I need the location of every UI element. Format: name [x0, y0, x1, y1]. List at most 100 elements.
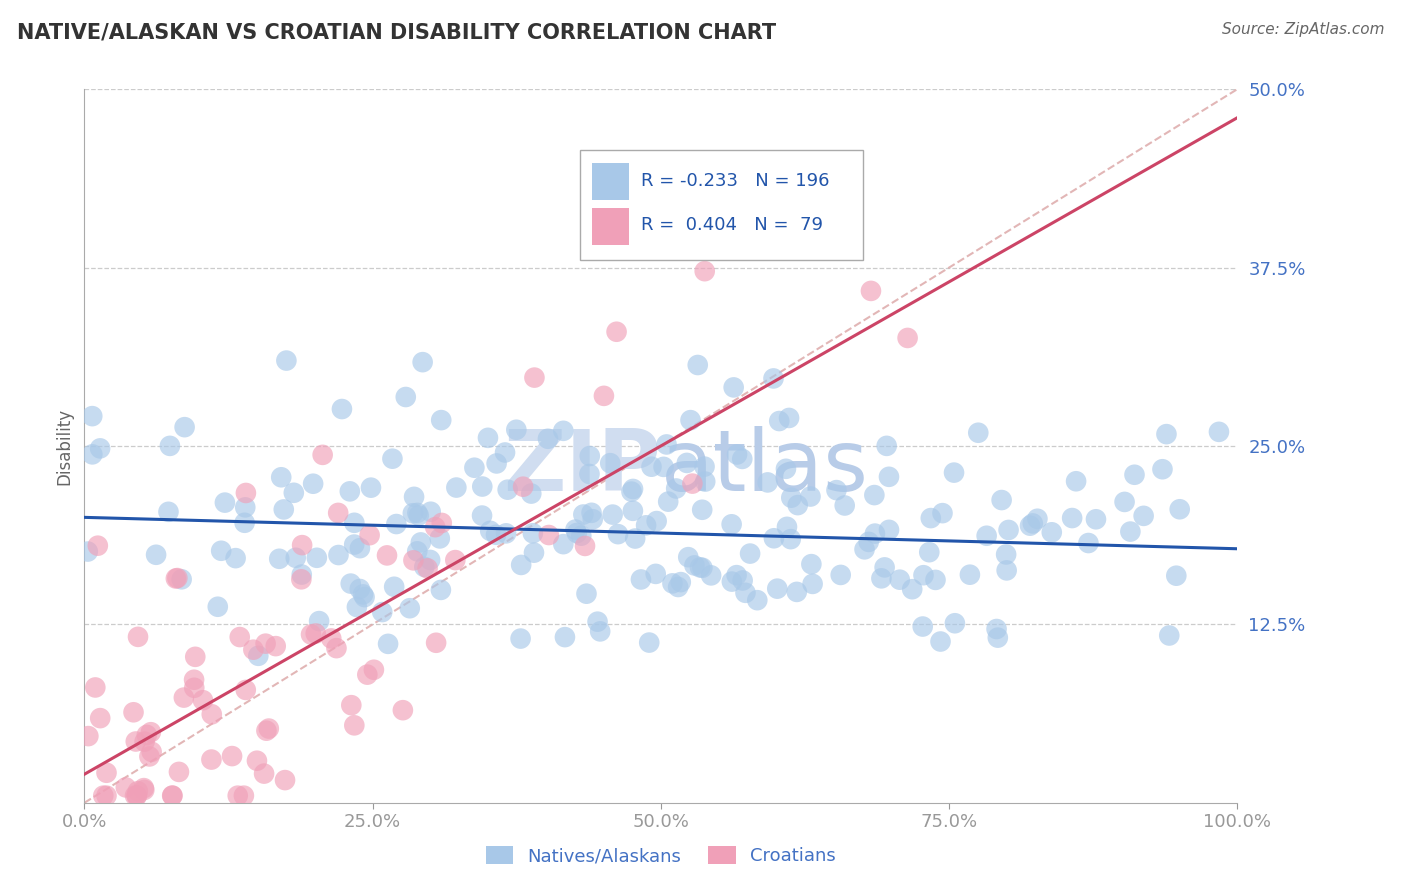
Point — [830, 568, 852, 582]
Point — [582, 512, 605, 526]
Point — [382, 580, 405, 594]
Point — [273, 502, 295, 516]
Point — [134, 734, 156, 748]
Point — [235, 682, 257, 697]
Point — [505, 423, 527, 437]
Point — [302, 476, 325, 491]
Point — [1019, 518, 1042, 533]
Point — [786, 585, 808, 599]
Point — [134, 783, 156, 797]
Point — [360, 481, 382, 495]
Point — [124, 789, 146, 803]
Point — [995, 563, 1018, 577]
Point — [692, 561, 714, 575]
Point — [636, 518, 658, 533]
Point — [510, 558, 533, 572]
Point — [1062, 511, 1084, 525]
Point — [247, 648, 270, 663]
Text: R = -0.233   N = 196: R = -0.233 N = 196 — [641, 171, 830, 189]
Point — [799, 490, 821, 504]
Point — [96, 789, 118, 803]
Point — [385, 516, 408, 531]
Point — [419, 505, 441, 519]
Point — [413, 560, 436, 574]
Point — [995, 548, 1018, 562]
Point — [690, 502, 713, 516]
Point — [520, 486, 543, 500]
Point — [242, 642, 264, 657]
Point — [575, 587, 598, 601]
Point — [912, 568, 935, 582]
Point — [346, 600, 368, 615]
Point — [1114, 495, 1136, 509]
Point — [429, 532, 451, 546]
Point — [430, 413, 453, 427]
Point — [416, 561, 439, 575]
Point — [586, 615, 609, 629]
Point — [276, 353, 298, 368]
Point — [800, 557, 823, 571]
Point — [409, 535, 432, 549]
Point — [284, 550, 307, 565]
Point — [661, 576, 683, 591]
Point — [381, 451, 404, 466]
Point — [858, 535, 880, 549]
Point — [700, 568, 723, 582]
Point — [349, 582, 371, 596]
Point — [343, 537, 366, 551]
Point — [1123, 467, 1146, 482]
Point — [173, 690, 195, 705]
Point — [876, 439, 898, 453]
Point — [132, 781, 155, 796]
Point — [679, 413, 702, 427]
Point — [920, 511, 942, 525]
Point — [82, 409, 104, 424]
Point — [274, 773, 297, 788]
Point — [877, 470, 900, 484]
Point — [1159, 628, 1181, 642]
Point — [82, 447, 104, 461]
Point — [162, 789, 184, 803]
Point — [371, 605, 394, 619]
Point — [565, 526, 588, 541]
Point — [967, 425, 990, 440]
Point — [1026, 512, 1049, 526]
Point — [471, 479, 494, 493]
Point — [607, 527, 630, 541]
Text: ZIP: ZIP — [503, 425, 661, 509]
Point — [1084, 512, 1107, 526]
Point — [1168, 502, 1191, 516]
Point — [1040, 525, 1063, 540]
Point — [425, 520, 447, 534]
Point — [339, 576, 361, 591]
Point — [253, 766, 276, 780]
Point — [209, 543, 232, 558]
Point — [127, 630, 149, 644]
Point — [537, 528, 560, 542]
Point — [221, 749, 243, 764]
Point — [725, 448, 748, 462]
Point — [762, 531, 785, 545]
Point — [1119, 524, 1142, 539]
Point — [328, 548, 350, 562]
Point — [200, 753, 222, 767]
Point — [257, 722, 280, 736]
Point — [652, 459, 675, 474]
Point — [141, 745, 163, 759]
Point — [638, 635, 661, 649]
Point — [756, 475, 779, 490]
Point — [901, 582, 924, 597]
Point — [512, 480, 534, 494]
Point — [254, 637, 277, 651]
Point — [412, 355, 434, 369]
Point — [721, 574, 744, 589]
Point — [430, 582, 453, 597]
Point — [167, 764, 190, 779]
Point — [897, 331, 920, 345]
Point — [225, 551, 247, 566]
Point — [165, 572, 187, 586]
Point — [290, 572, 312, 586]
Point — [695, 475, 717, 489]
Point — [734, 586, 756, 600]
Point — [170, 572, 193, 586]
